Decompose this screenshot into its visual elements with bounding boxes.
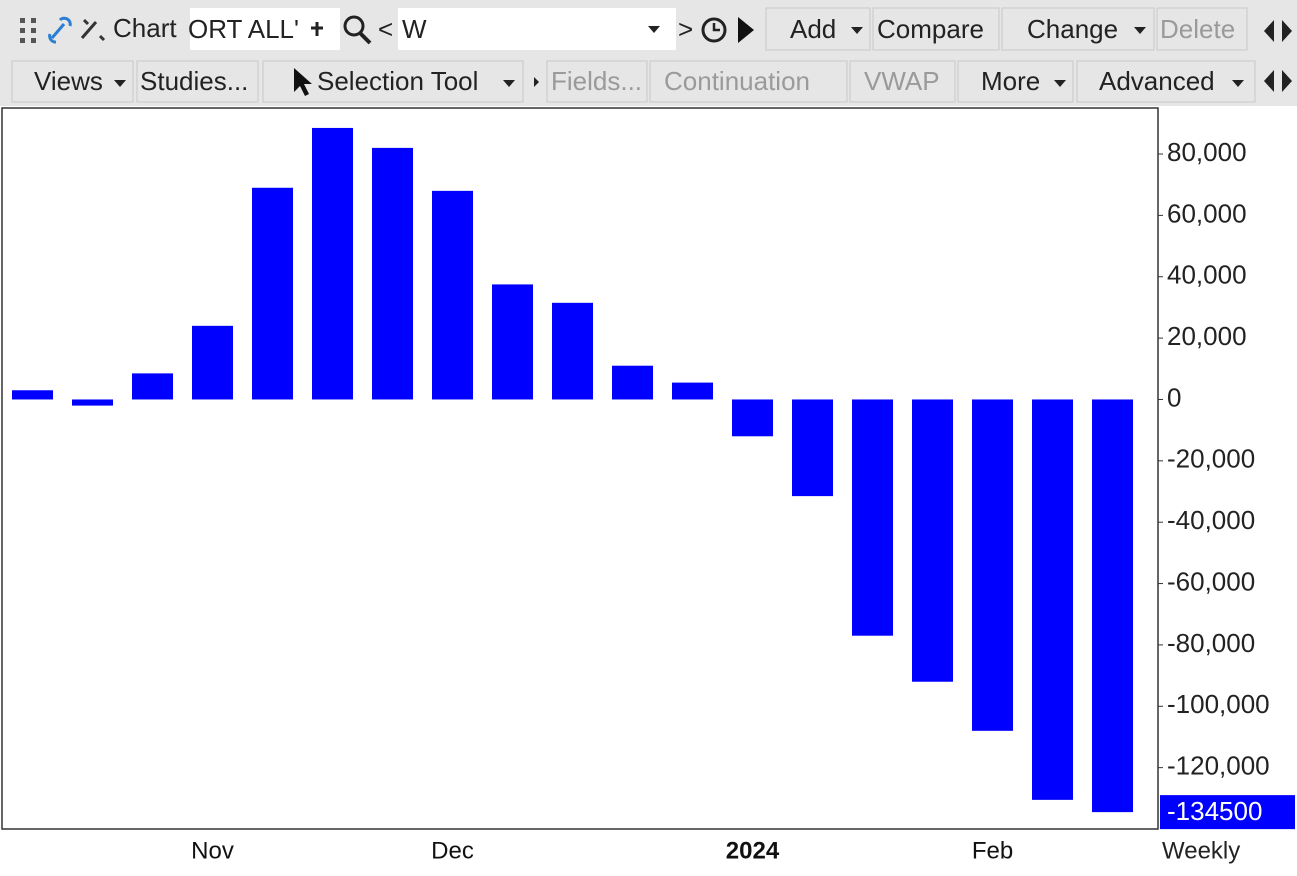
y-tick-label: 40,000 bbox=[1167, 260, 1247, 290]
bar bbox=[672, 382, 713, 400]
dropdown-arrow bbox=[851, 27, 863, 34]
chart-label: Chart bbox=[113, 13, 177, 43]
period-box[interactable] bbox=[398, 8, 676, 50]
bar bbox=[792, 399, 833, 497]
bar bbox=[912, 399, 953, 682]
symbol-add[interactable] bbox=[311, 22, 323, 36]
y-tick-label: 60,000 bbox=[1167, 198, 1247, 228]
continuation-button[interactable] bbox=[649, 60, 848, 103]
toolbar-row-2: Views Studies... Selection Tool Fields..… bbox=[11, 60, 1292, 103]
last-value-label: -134500 bbox=[1167, 796, 1262, 826]
bar bbox=[12, 390, 53, 400]
bar bbox=[192, 325, 233, 400]
views-button[interactable] bbox=[11, 60, 134, 103]
y-tick-label: -120,000 bbox=[1167, 751, 1270, 781]
y-tick-label: -100,000 bbox=[1167, 689, 1270, 719]
bar bbox=[432, 190, 473, 400]
bar bbox=[732, 399, 773, 437]
play-icon[interactable] bbox=[738, 17, 754, 43]
bar bbox=[972, 399, 1013, 731]
x-tick-label: 2024 bbox=[726, 837, 780, 864]
prev-button[interactable]: < bbox=[378, 14, 393, 44]
x-tick-label: Feb bbox=[972, 837, 1013, 864]
y-tick-label: -40,000 bbox=[1167, 505, 1255, 535]
bar bbox=[252, 187, 293, 400]
bar bbox=[1032, 399, 1073, 800]
symbol[interactable]: ORT ALL' bbox=[188, 14, 299, 44]
vwap-button[interactable] bbox=[849, 60, 956, 103]
bar bbox=[132, 373, 173, 400]
drag-handle bbox=[20, 18, 36, 43]
dropdown-arrow bbox=[1054, 80, 1066, 87]
search-handle bbox=[358, 31, 372, 45]
y-tick-label: 80,000 bbox=[1167, 137, 1247, 167]
compare-label[interactable]: Compare bbox=[877, 14, 984, 44]
y-tick-label: -20,000 bbox=[1167, 444, 1255, 474]
y-tick-label: 0 bbox=[1167, 382, 1181, 412]
bar bbox=[612, 365, 653, 400]
y-tick-label: -80,000 bbox=[1167, 628, 1255, 658]
x-tick-label: Nov bbox=[191, 837, 234, 864]
add-label[interactable]: Add bbox=[790, 14, 836, 44]
advanced-label[interactable]: Advanced bbox=[1099, 66, 1215, 96]
selection-tool-label[interactable]: Selection Tool bbox=[317, 66, 478, 96]
delete-button[interactable] bbox=[1156, 7, 1248, 51]
change-button[interactable] bbox=[1001, 7, 1155, 51]
next-button[interactable]: > bbox=[678, 14, 693, 44]
y-tick-label: 20,000 bbox=[1167, 321, 1247, 351]
bar bbox=[552, 302, 593, 400]
bar bbox=[852, 399, 893, 636]
toolbar-row-1: Chart ORT ALL' < W > Add Compare Change … bbox=[20, 7, 1292, 51]
x-tick-label: Dec bbox=[431, 837, 474, 864]
dropdown-arrow bbox=[503, 80, 515, 87]
fields-label[interactable]: Fields... bbox=[551, 66, 642, 96]
clock-hands bbox=[712, 23, 720, 32]
fields-button[interactable] bbox=[546, 60, 648, 103]
dropdown-arrow bbox=[648, 26, 660, 33]
advanced-button[interactable] bbox=[1076, 60, 1256, 103]
expand-arrow bbox=[534, 77, 539, 87]
cursor-icon bbox=[294, 68, 312, 96]
plot-frame bbox=[1, 107, 1159, 830]
studies-button[interactable] bbox=[136, 60, 259, 103]
change-label[interactable]: Change bbox=[1027, 14, 1118, 44]
scroll-arrows[interactable] bbox=[1264, 20, 1292, 42]
bar bbox=[312, 127, 353, 400]
vwap-label[interactable]: VWAP bbox=[864, 66, 940, 96]
dropdown-arrow bbox=[114, 80, 126, 87]
studies-label[interactable]: Studies... bbox=[140, 66, 248, 96]
link-icon[interactable] bbox=[48, 16, 72, 44]
last-value-box bbox=[1160, 795, 1295, 830]
bar bbox=[492, 284, 533, 400]
bar bbox=[1092, 399, 1133, 813]
bar bbox=[72, 399, 113, 406]
more-button[interactable] bbox=[957, 60, 1074, 103]
dropdown-arrow bbox=[1232, 80, 1244, 87]
clock-icon[interactable] bbox=[701, 17, 727, 43]
views-label[interactable]: Views bbox=[34, 66, 103, 96]
search-icon[interactable] bbox=[343, 15, 365, 37]
delete-label[interactable]: Delete bbox=[1160, 14, 1235, 44]
dropdown-arrow bbox=[1134, 27, 1146, 34]
y-tick-label: -60,000 bbox=[1167, 566, 1255, 596]
compare-button[interactable] bbox=[872, 7, 1000, 51]
bar bbox=[372, 147, 413, 400]
period-label: Weekly bbox=[1162, 837, 1240, 864]
more-label[interactable]: More bbox=[981, 66, 1040, 96]
unlink-icon[interactable] bbox=[80, 18, 106, 42]
continuation-label[interactable]: Continuation bbox=[664, 66, 810, 96]
add-button[interactable] bbox=[765, 7, 871, 51]
period-input[interactable]: W bbox=[402, 14, 427, 44]
scroll-arrows[interactable] bbox=[1264, 70, 1292, 92]
